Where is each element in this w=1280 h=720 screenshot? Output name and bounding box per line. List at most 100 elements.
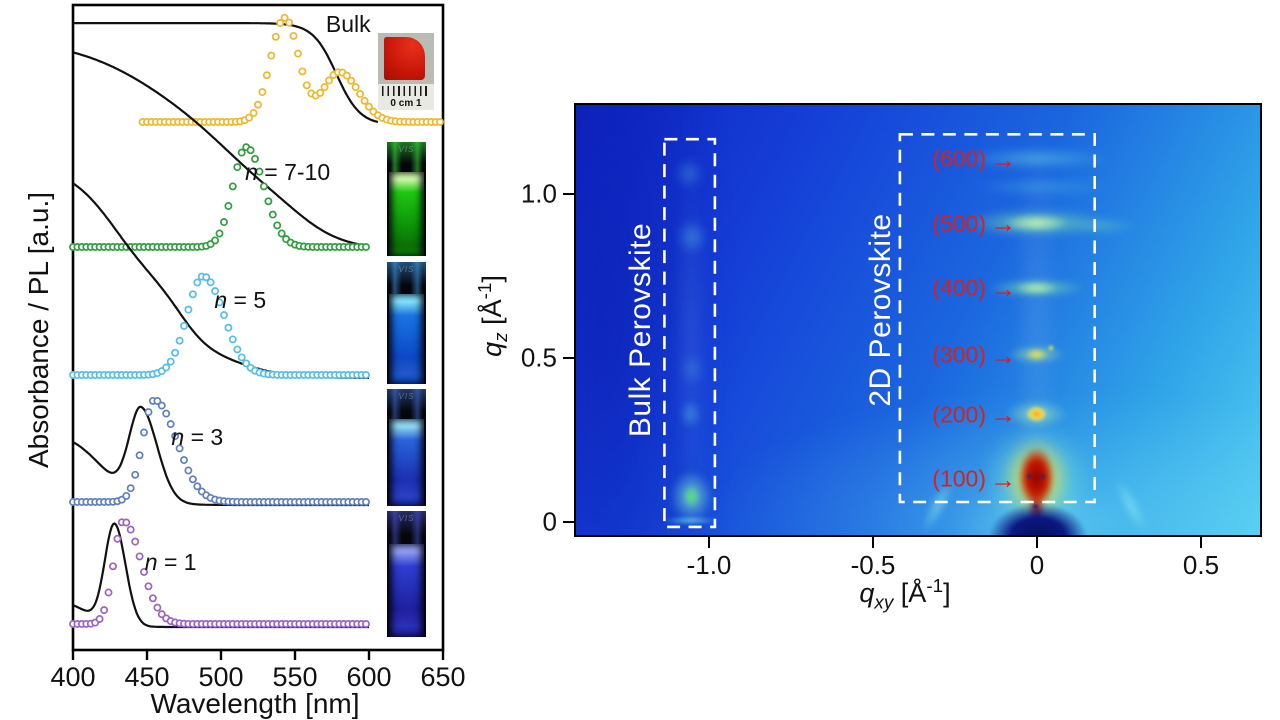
wavelength-axis-title: Wavelength [nm]	[150, 688, 359, 719]
abs-curve-n7-10	[72, 51, 370, 248]
qxy-tick	[1199, 537, 1203, 548]
pl-marker	[148, 594, 157, 603]
pl-marker	[362, 243, 370, 251]
hkl-arrow-icon: →	[990, 273, 1016, 304]
pl-marker	[184, 466, 193, 475]
pl-marker	[362, 371, 370, 379]
pl-marker	[131, 470, 140, 479]
pl-marker	[193, 278, 202, 287]
pl-marker	[206, 278, 215, 287]
pl-marker	[436, 118, 444, 126]
pl-marker	[254, 100, 262, 109]
pl-curve-n5	[69, 272, 370, 379]
x-tick-label: 600	[346, 662, 391, 692]
pl-marker	[131, 537, 140, 546]
sample-photo-red-crystal: 0 cm 1	[378, 33, 434, 110]
ruler-text: 0 cm 1	[390, 98, 422, 109]
pl-marker	[157, 401, 166, 410]
reflection-label-400: (400) →	[932, 275, 1016, 302]
pl-marker	[126, 525, 135, 534]
pl-marker	[249, 109, 258, 117]
hkl-text: (500)	[932, 210, 986, 237]
pl-marker	[220, 311, 228, 320]
pl-marker	[289, 31, 298, 40]
pl-marker	[153, 603, 162, 612]
qz-unit-sup: -1	[474, 282, 496, 300]
pl-marker	[211, 236, 220, 245]
x-tick-label: 550	[272, 662, 317, 692]
cuvette-cap: VIS	[387, 511, 426, 546]
spectra-plot: 400 450 500 550 600 650 Bulk n = 7-10 n = 5 n = 3…	[23, 3, 466, 719]
giwaxs-spot-core-dot-1	[1026, 472, 1033, 480]
ruler: 0 cm 1	[378, 83, 434, 110]
qz-axis-title: qz [Å-1]	[475, 275, 513, 357]
reflection-label-500: (500) →	[932, 210, 1016, 237]
pl-marker	[298, 67, 307, 76]
qxy-axis-title: qxy [Å-1]	[859, 576, 950, 614]
qxy-symbol: q	[859, 578, 875, 608]
pl-marker	[277, 229, 286, 238]
giwaxs-spot-core-dot-2	[1039, 472, 1047, 480]
pl-marker	[188, 290, 197, 299]
hkl-arrow-icon: →	[990, 144, 1016, 175]
pl-curve-n3	[69, 396, 370, 506]
pl-marker	[245, 113, 254, 122]
qxy-tick	[707, 537, 711, 548]
pl-marker	[180, 321, 188, 330]
pl-marker	[140, 428, 148, 437]
pl-marker	[259, 182, 268, 191]
pl-marker	[202, 273, 211, 282]
pl-marker	[362, 620, 370, 628]
hkl-arrow-icon: →	[990, 399, 1016, 430]
pl-marker	[171, 432, 180, 441]
qxy-tick-label: 0	[1029, 550, 1045, 580]
pl-marker	[280, 13, 289, 22]
cuvette-cap-label: VIS	[398, 144, 415, 154]
giwaxs-detector-image	[574, 103, 1262, 537]
pl-marker	[126, 484, 135, 493]
reflection-label-300: (300) →	[932, 342, 1016, 369]
pl-marker	[140, 567, 148, 576]
pl-marker	[251, 154, 259, 163]
series-label-n5: n = 5	[214, 287, 266, 313]
pl-marker	[100, 606, 109, 615]
pl-marker	[153, 397, 162, 405]
qxy-tick	[871, 537, 875, 548]
pl-marker	[237, 148, 246, 157]
pl-marker	[175, 336, 184, 345]
pl-marker	[193, 482, 202, 491]
pl-marker	[294, 49, 302, 58]
cuvette-liquid	[389, 171, 424, 256]
pl-marker	[166, 357, 175, 366]
pl-marker	[285, 18, 294, 27]
pl-marker	[144, 582, 153, 591]
pl-marker	[246, 146, 255, 155]
pl-marker	[262, 71, 271, 80]
giwaxs-spot-2d-300-core	[1025, 347, 1048, 362]
sample-photo-cuvette-n7-10: VIS	[387, 142, 426, 256]
qz-unit-open: [Å	[476, 299, 507, 325]
pl-marker	[122, 518, 131, 527]
reflection-label-600: (600) →	[932, 146, 1016, 173]
qxy-tick-label: -0.5	[850, 550, 896, 580]
giwaxs-spot-bulk-low-core	[683, 485, 700, 509]
giwaxs-spot-bulk-046	[678, 352, 706, 386]
absorbance-axis-title: Absorbance / PL [a.u.]	[23, 192, 54, 468]
pl-marker	[276, 19, 285, 27]
pl-marker	[356, 90, 365, 98]
cuvette-cap: VIS	[387, 389, 426, 421]
hkl-text: (600)	[932, 145, 986, 172]
qz-tick	[563, 356, 574, 360]
cuvette-cap-label: VIS	[398, 264, 415, 274]
pl-marker	[104, 588, 113, 597]
giwaxs-spot-2d-300-dot	[1047, 343, 1056, 352]
pl-marker	[184, 305, 193, 314]
qxy-unit-sup: -1	[926, 576, 944, 597]
series-label-n1: n = 1	[145, 549, 197, 575]
x-tick-label: 400	[50, 662, 95, 692]
pl-marker	[122, 491, 131, 500]
pl-marker	[215, 298, 224, 307]
reflection-label-100: (100) →	[932, 466, 1016, 493]
pl-marker	[228, 335, 237, 344]
